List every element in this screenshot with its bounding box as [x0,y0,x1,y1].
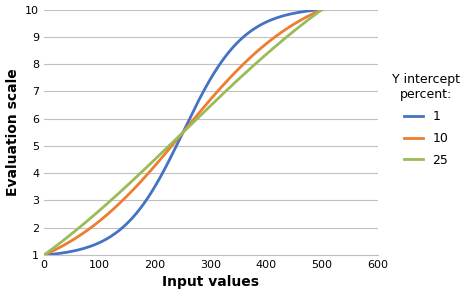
10 [260,45,266,48]
25 [176,134,182,138]
1 [55,252,61,255]
X-axis label: Input values: Input values [162,276,259,289]
Line: 10: 10 [44,9,322,255]
Y-axis label: Evaluation scale: Evaluation scale [6,68,20,196]
1 [311,9,317,12]
1 [311,9,317,12]
25 [169,141,175,145]
Legend: 1, 10, 25: 1, 10, 25 [387,68,465,172]
10 [41,253,47,257]
25 [311,14,317,17]
1 [260,22,266,25]
10 [55,247,61,250]
25 [260,55,266,59]
Line: 1: 1 [44,9,322,255]
10 [169,144,175,148]
1 [176,138,182,142]
10 [319,8,325,11]
25 [319,8,325,11]
10 [176,135,182,139]
1 [319,8,325,11]
25 [311,14,317,17]
1 [169,153,175,157]
10 [311,12,317,15]
25 [55,243,61,246]
10 [311,12,317,15]
1 [41,253,47,257]
Line: 25: 25 [44,9,322,255]
25 [41,253,47,257]
